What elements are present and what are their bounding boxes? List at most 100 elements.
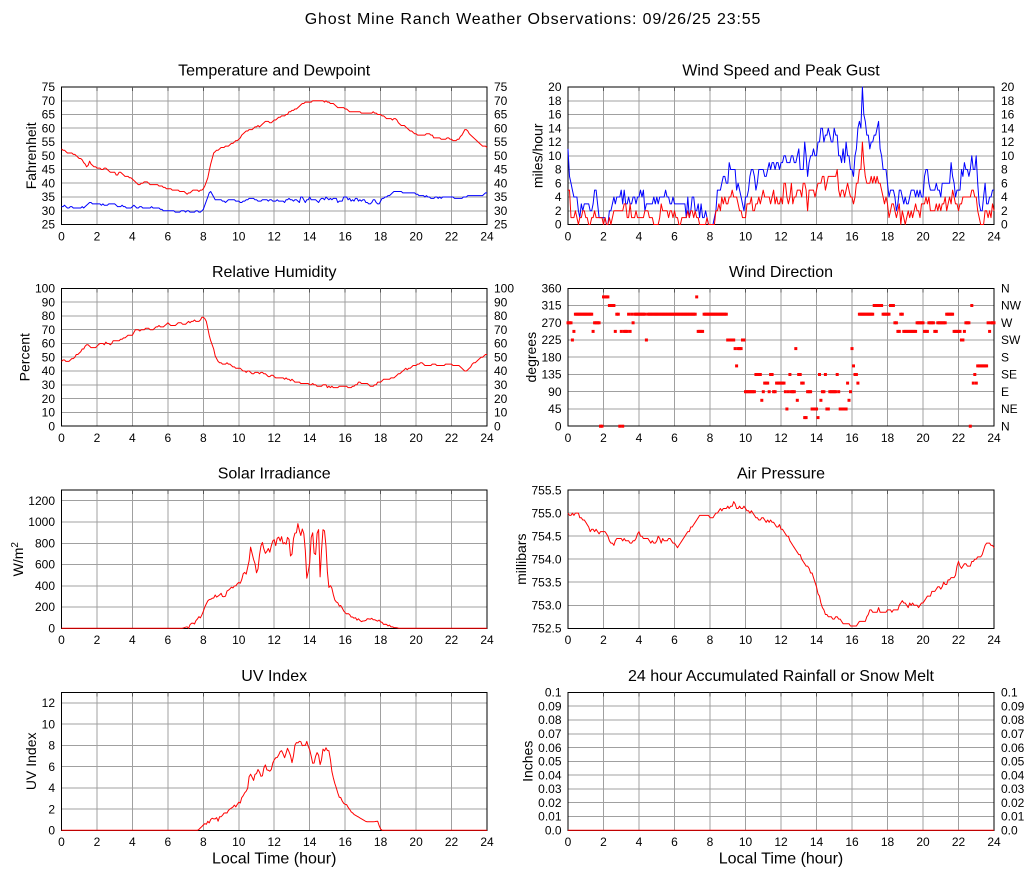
svg-text:60: 60 bbox=[42, 337, 56, 351]
svg-text:100: 100 bbox=[494, 282, 514, 296]
svg-text:20: 20 bbox=[409, 835, 423, 849]
svg-text:30: 30 bbox=[42, 378, 56, 392]
svg-text:0.05: 0.05 bbox=[538, 755, 562, 769]
svg-text:18: 18 bbox=[374, 431, 388, 445]
svg-text:0.04: 0.04 bbox=[538, 768, 562, 782]
svg-text:2: 2 bbox=[555, 204, 562, 218]
svg-text:18: 18 bbox=[374, 229, 388, 243]
svg-text:0.1: 0.1 bbox=[545, 686, 562, 700]
svg-text:18: 18 bbox=[374, 633, 388, 647]
svg-text:2: 2 bbox=[48, 802, 55, 816]
svg-text:0.01: 0.01 bbox=[538, 810, 562, 824]
svg-text:50: 50 bbox=[494, 149, 508, 163]
svg-text:90: 90 bbox=[42, 295, 56, 309]
svg-text:24: 24 bbox=[480, 431, 494, 445]
svg-text:14: 14 bbox=[303, 835, 317, 849]
svg-text:8: 8 bbox=[707, 431, 714, 445]
svg-text:600: 600 bbox=[35, 558, 55, 572]
svg-text:65: 65 bbox=[494, 108, 508, 122]
svg-text:4: 4 bbox=[129, 633, 136, 647]
svg-text:22: 22 bbox=[952, 633, 966, 647]
svg-text:40: 40 bbox=[42, 176, 56, 190]
svg-text:0.04: 0.04 bbox=[1001, 768, 1025, 782]
svg-text:20: 20 bbox=[409, 431, 423, 445]
svg-text:55: 55 bbox=[42, 135, 56, 149]
svg-text:16: 16 bbox=[339, 633, 353, 647]
svg-text:8: 8 bbox=[200, 229, 207, 243]
svg-text:Fahrenheit: Fahrenheit bbox=[23, 122, 39, 189]
svg-text:45: 45 bbox=[42, 163, 56, 177]
svg-text:20: 20 bbox=[42, 392, 56, 406]
svg-text:0.0: 0.0 bbox=[1001, 824, 1018, 838]
svg-text:Inches: Inches bbox=[520, 741, 536, 782]
svg-text:755.0: 755.0 bbox=[531, 506, 561, 520]
svg-text:0: 0 bbox=[48, 824, 55, 838]
svg-text:2: 2 bbox=[600, 431, 607, 445]
svg-text:12: 12 bbox=[268, 229, 282, 243]
svg-text:50: 50 bbox=[494, 350, 508, 364]
svg-text:14: 14 bbox=[810, 835, 824, 849]
svg-text:70: 70 bbox=[494, 94, 508, 108]
svg-text:UV Index: UV Index bbox=[23, 733, 39, 791]
svg-text:24: 24 bbox=[480, 229, 494, 243]
svg-text:6: 6 bbox=[671, 633, 678, 647]
svg-text:135: 135 bbox=[541, 368, 561, 382]
svg-text:14: 14 bbox=[810, 431, 824, 445]
svg-text:16: 16 bbox=[845, 633, 859, 647]
svg-text:14: 14 bbox=[810, 633, 824, 647]
svg-text:20: 20 bbox=[916, 229, 930, 243]
svg-text:80: 80 bbox=[42, 309, 56, 323]
svg-text:16: 16 bbox=[845, 431, 859, 445]
svg-text:14: 14 bbox=[810, 229, 824, 243]
svg-text:degrees: degrees bbox=[523, 332, 539, 383]
svg-text:0: 0 bbox=[565, 229, 572, 243]
svg-text:10: 10 bbox=[42, 406, 56, 420]
svg-text:6: 6 bbox=[671, 229, 678, 243]
svg-text:1200: 1200 bbox=[28, 494, 55, 508]
svg-text:16: 16 bbox=[339, 431, 353, 445]
svg-text:10: 10 bbox=[42, 717, 56, 731]
svg-text:10: 10 bbox=[494, 406, 508, 420]
svg-text:18: 18 bbox=[548, 94, 562, 108]
svg-text:22: 22 bbox=[952, 229, 966, 243]
svg-text:75: 75 bbox=[494, 80, 508, 94]
svg-text:35: 35 bbox=[42, 190, 56, 204]
svg-text:16: 16 bbox=[339, 835, 353, 849]
svg-text:6: 6 bbox=[555, 176, 562, 190]
svg-text:4: 4 bbox=[1001, 190, 1008, 204]
svg-text:2: 2 bbox=[600, 229, 607, 243]
svg-text:4: 4 bbox=[129, 835, 136, 849]
svg-text:Wind Direction: Wind Direction bbox=[729, 264, 833, 281]
svg-text:10: 10 bbox=[232, 229, 246, 243]
svg-text:8: 8 bbox=[200, 835, 207, 849]
svg-text:4: 4 bbox=[48, 781, 55, 795]
svg-text:6: 6 bbox=[671, 835, 678, 849]
svg-text:752.5: 752.5 bbox=[531, 622, 561, 636]
svg-text:8: 8 bbox=[48, 739, 55, 753]
svg-text:0: 0 bbox=[58, 835, 65, 849]
svg-text:Solar Irradiance: Solar Irradiance bbox=[218, 466, 331, 483]
svg-text:0.06: 0.06 bbox=[1001, 741, 1025, 755]
svg-text:24: 24 bbox=[987, 229, 1001, 243]
svg-text:14: 14 bbox=[303, 633, 317, 647]
svg-text:40: 40 bbox=[42, 364, 56, 378]
svg-text:14: 14 bbox=[1001, 121, 1015, 135]
svg-text:45: 45 bbox=[548, 402, 562, 416]
svg-text:60: 60 bbox=[494, 121, 508, 135]
svg-text:N: N bbox=[1001, 419, 1010, 433]
svg-text:8: 8 bbox=[200, 431, 207, 445]
svg-text:Percent: Percent bbox=[17, 333, 33, 381]
svg-text:2: 2 bbox=[94, 835, 101, 849]
svg-text:22: 22 bbox=[445, 835, 459, 849]
svg-text:270: 270 bbox=[541, 316, 561, 330]
svg-text:90: 90 bbox=[494, 295, 508, 309]
svg-text:12: 12 bbox=[774, 229, 788, 243]
svg-text:55: 55 bbox=[494, 135, 508, 149]
svg-text:16: 16 bbox=[548, 108, 562, 122]
svg-text:753.0: 753.0 bbox=[531, 599, 561, 613]
svg-text:16: 16 bbox=[339, 229, 353, 243]
svg-text:miles/hour: miles/hour bbox=[530, 123, 546, 188]
svg-text:754.5: 754.5 bbox=[531, 529, 561, 543]
svg-text:Ghost Mine Ranch Weather Obser: Ghost Mine Ranch Weather Observations: 0… bbox=[305, 11, 762, 28]
svg-text:8: 8 bbox=[200, 633, 207, 647]
